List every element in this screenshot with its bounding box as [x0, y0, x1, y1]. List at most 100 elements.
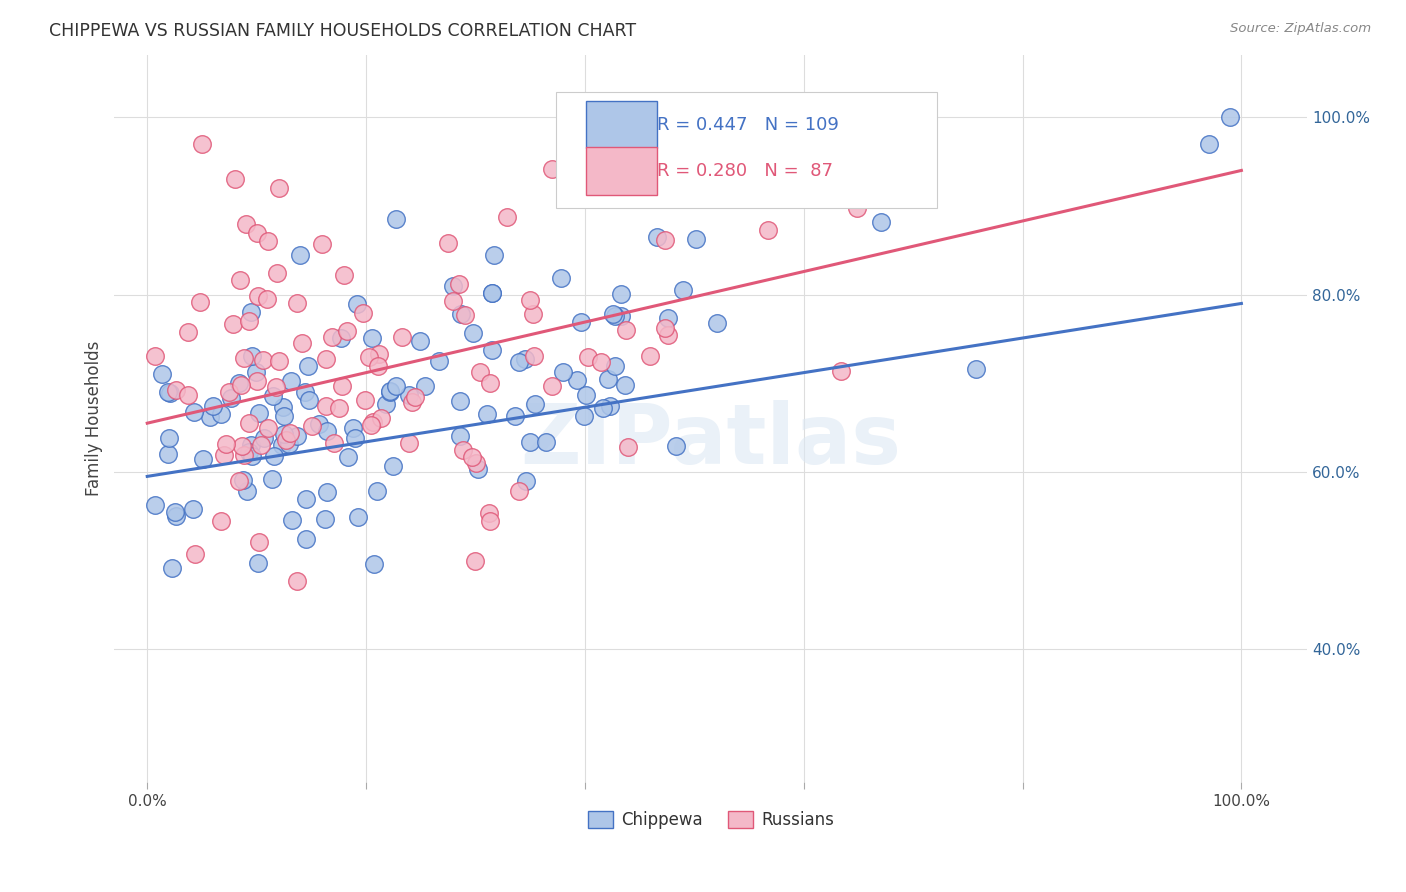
Point	[238, 416, 260, 430]
Point	[638, 349, 661, 363]
Point	[519, 293, 541, 308]
Point	[706, 317, 728, 331]
Text: R = 0.447   N = 109: R = 0.447 N = 109	[657, 116, 839, 134]
Point	[463, 326, 485, 340]
FancyBboxPatch shape	[555, 92, 938, 208]
Point	[298, 393, 321, 408]
Point	[276, 434, 298, 448]
Point	[382, 459, 405, 474]
Point	[271, 400, 294, 414]
Point	[290, 336, 312, 351]
Legend: Chippewa, Russians: Chippewa, Russians	[581, 805, 841, 836]
Text: R = 0.280   N =  87: R = 0.280 N = 87	[657, 162, 834, 180]
Point	[238, 445, 260, 459]
Point	[301, 418, 323, 433]
Point	[315, 399, 337, 413]
Point	[288, 247, 311, 261]
Point	[401, 394, 423, 409]
Point	[672, 283, 695, 297]
Point	[294, 491, 316, 506]
Point	[316, 485, 339, 500]
Point	[232, 448, 254, 462]
Point	[665, 439, 688, 453]
Point	[294, 384, 316, 399]
Point	[654, 234, 676, 248]
Point	[308, 417, 330, 431]
Point	[156, 447, 179, 461]
Point	[567, 373, 589, 387]
Point	[252, 352, 274, 367]
Point	[165, 509, 187, 524]
Point	[541, 379, 564, 393]
Point	[468, 365, 491, 379]
Point	[336, 325, 359, 339]
Point	[188, 295, 211, 310]
Point	[398, 388, 420, 402]
Point	[1219, 110, 1241, 124]
Point	[845, 201, 868, 215]
Point	[361, 415, 384, 429]
Point	[232, 473, 254, 487]
Text: CHIPPEWA VS RUSSIAN FAMILY HOUSEHOLDS CORRELATION CHART: CHIPPEWA VS RUSSIAN FAMILY HOUSEHOLDS CO…	[49, 22, 637, 40]
Point	[360, 418, 382, 433]
Point	[441, 293, 464, 308]
Point	[519, 434, 541, 449]
Point	[271, 437, 294, 451]
Point	[522, 307, 544, 321]
Point	[477, 506, 499, 520]
Point	[236, 483, 259, 498]
Point	[451, 443, 474, 458]
Point	[162, 561, 184, 575]
Point	[245, 366, 267, 380]
Point	[513, 351, 536, 366]
Point	[367, 347, 389, 361]
Point	[870, 215, 893, 229]
Point	[360, 331, 382, 345]
Point	[575, 388, 598, 402]
Point	[278, 426, 301, 441]
Point	[550, 271, 572, 285]
Point	[181, 502, 204, 516]
Point	[250, 438, 273, 452]
Point	[235, 217, 257, 231]
FancyBboxPatch shape	[585, 101, 657, 148]
Point	[346, 296, 368, 310]
Point	[605, 309, 627, 323]
Point	[830, 364, 852, 378]
Point	[247, 406, 270, 420]
Point	[156, 384, 179, 399]
Point	[240, 438, 263, 452]
Point	[481, 285, 503, 300]
Point	[479, 376, 502, 390]
Point	[219, 391, 242, 405]
Point	[576, 350, 599, 364]
Point	[311, 237, 333, 252]
Point	[209, 514, 232, 528]
Point	[454, 308, 477, 322]
Point	[477, 408, 499, 422]
Point	[354, 392, 377, 407]
Point	[285, 296, 308, 310]
Point	[143, 349, 166, 363]
Point	[264, 379, 287, 393]
Point	[657, 311, 679, 326]
Point	[295, 532, 318, 546]
Point	[177, 325, 200, 339]
Point	[508, 483, 530, 498]
Point	[534, 434, 557, 449]
Point	[263, 449, 285, 463]
Point	[159, 386, 181, 401]
Point	[613, 377, 636, 392]
Point	[321, 329, 343, 343]
Point	[378, 384, 401, 398]
Point	[150, 367, 173, 381]
Point	[617, 441, 640, 455]
Point	[596, 372, 619, 386]
Point	[191, 136, 214, 151]
Point	[224, 172, 246, 186]
FancyBboxPatch shape	[585, 147, 657, 194]
Point	[316, 424, 339, 438]
Point	[384, 378, 406, 392]
Point	[344, 431, 367, 445]
Point	[657, 327, 679, 342]
